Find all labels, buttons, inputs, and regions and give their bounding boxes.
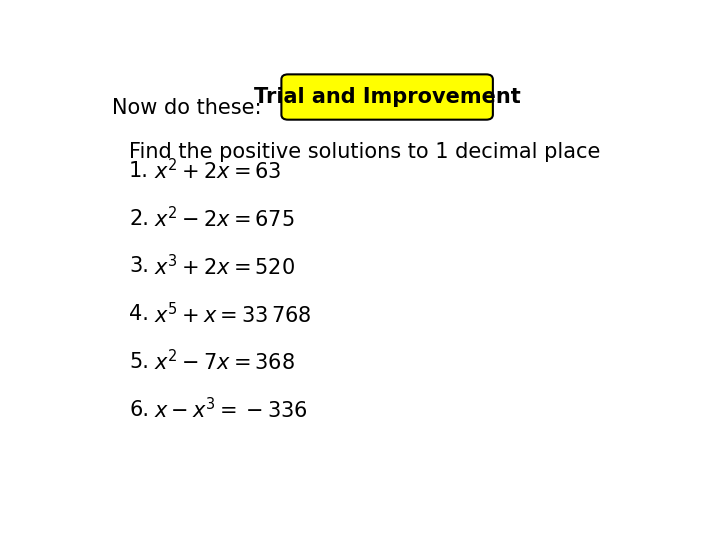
Text: 4.: 4.: [129, 304, 149, 325]
FancyBboxPatch shape: [282, 75, 493, 120]
Text: $x^2 - 2x = 675$: $x^2 - 2x = 675$: [154, 206, 294, 231]
Text: Trial and Improvement: Trial and Improvement: [253, 87, 521, 107]
Text: 2.: 2.: [129, 208, 149, 228]
Text: $x - x^3 = -336$: $x - x^3 = -336$: [154, 397, 307, 422]
Text: Find the positive solutions to 1 decimal place: Find the positive solutions to 1 decimal…: [129, 142, 600, 162]
Text: 3.: 3.: [129, 256, 149, 276]
Text: 5.: 5.: [129, 352, 149, 372]
Text: $x^2 - 7x = 368$: $x^2 - 7x = 368$: [154, 349, 295, 375]
Text: $x^3 + 2x = 520$: $x^3 + 2x = 520$: [154, 254, 295, 279]
Text: 1.: 1.: [129, 161, 149, 181]
Text: 6.: 6.: [129, 400, 149, 420]
Text: Now do these:: Now do these:: [112, 98, 262, 118]
Text: $x^2 + 2x = 63$: $x^2 + 2x = 63$: [154, 158, 282, 184]
Text: $x^5 + x = 33\,768$: $x^5 + x = 33\,768$: [154, 302, 312, 327]
